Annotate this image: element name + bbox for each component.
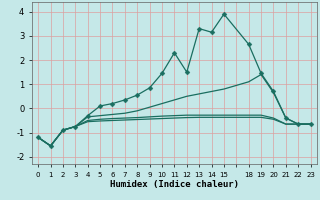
- X-axis label: Humidex (Indice chaleur): Humidex (Indice chaleur): [110, 180, 239, 189]
